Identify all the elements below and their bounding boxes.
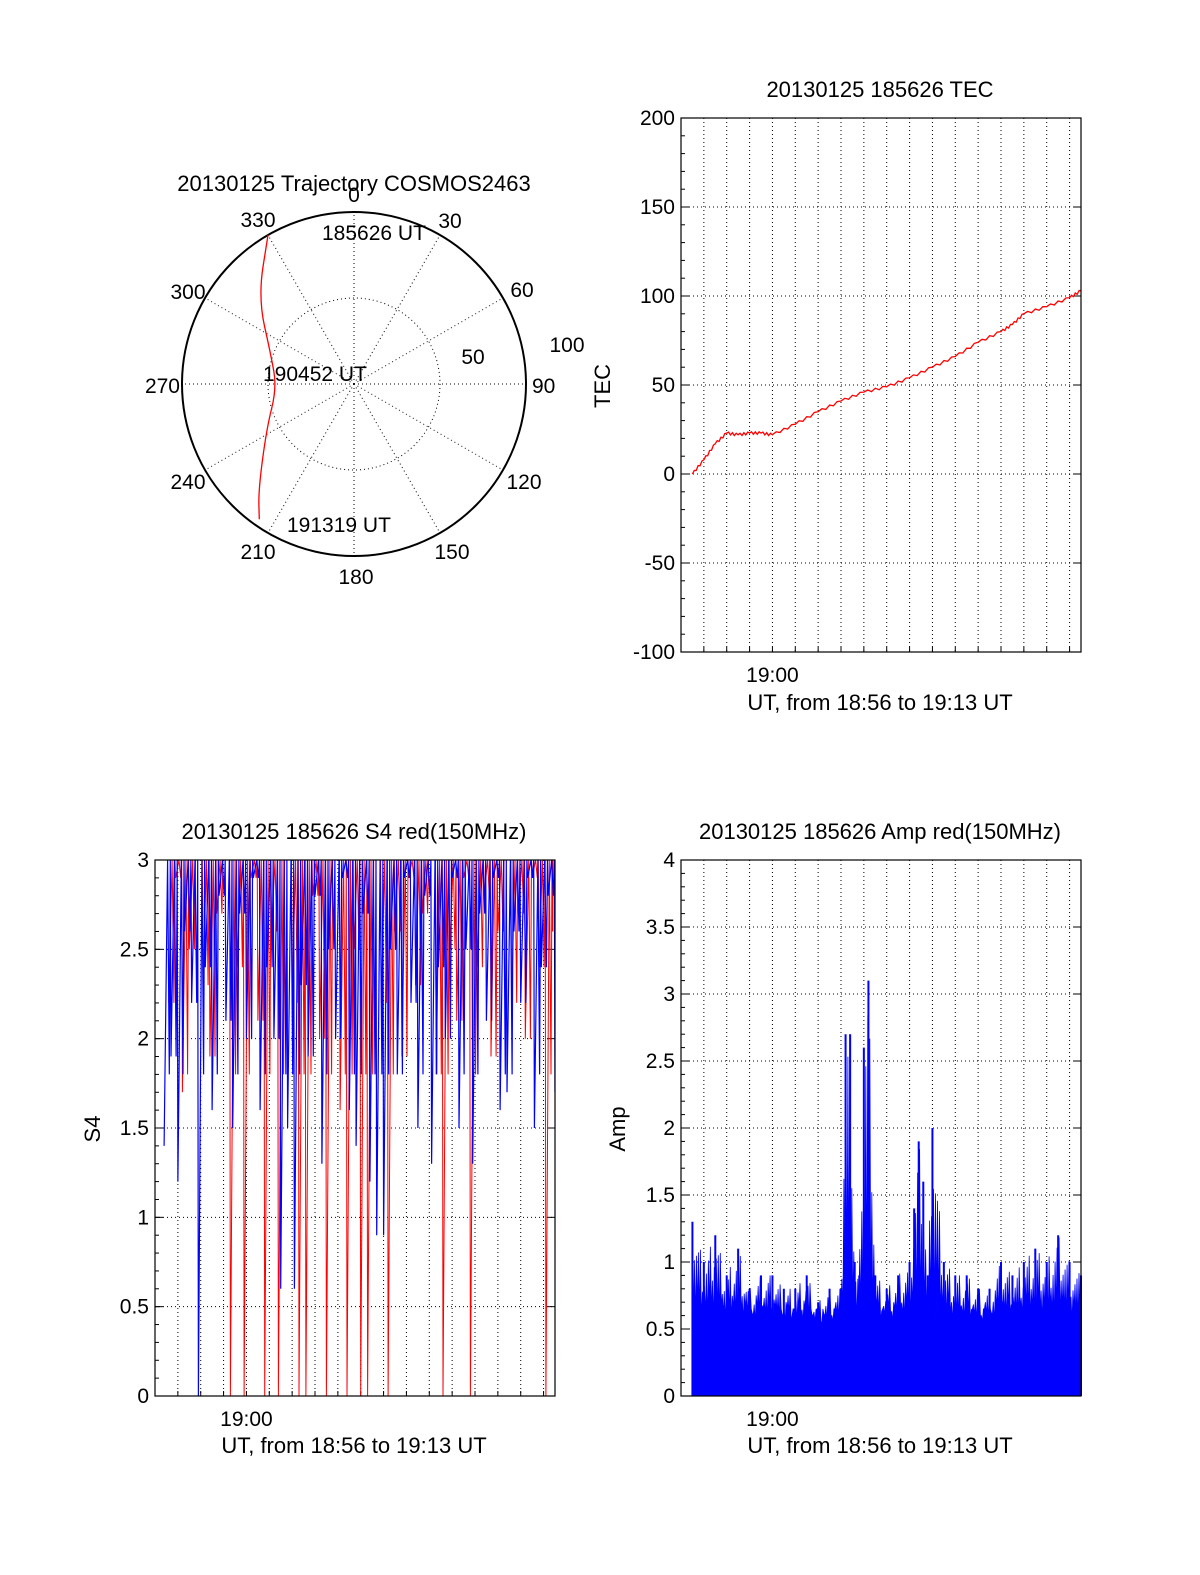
s4-ytick-label: 0.5 bbox=[120, 1296, 149, 1319]
polar-angle-label: 270 bbox=[145, 375, 180, 398]
amp-ylabel: Amp bbox=[605, 1106, 630, 1151]
amp-xtick-label: 19:00 bbox=[746, 1408, 799, 1431]
polar-spoke bbox=[353, 383, 441, 534]
polar-spoke bbox=[353, 383, 504, 471]
polar-spoke bbox=[204, 297, 355, 385]
s4-ytick-label: 2.5 bbox=[120, 938, 149, 961]
s4-plot-area bbox=[163, 860, 555, 1396]
polar-ring-50 bbox=[267, 297, 441, 471]
s4-ytick-label: 1.5 bbox=[120, 1117, 149, 1140]
s4-ytick-label: 2 bbox=[137, 1028, 149, 1051]
s4-xtick-label: 19:00 bbox=[220, 1408, 273, 1431]
amp-xlabel: UT, from 18:56 to 19:13 UT bbox=[747, 1433, 1012, 1458]
s4-title: 20130125 185626 S4 red(150MHz) bbox=[182, 819, 527, 844]
polar-radial-label: 50 bbox=[461, 346, 484, 369]
tec-xtick-label: 19:00 bbox=[746, 664, 799, 687]
polar-angle-label: 120 bbox=[506, 471, 541, 494]
polar-angle-label: 180 bbox=[338, 566, 373, 589]
polar-angle-label: 210 bbox=[240, 541, 275, 564]
tec-xlabel: UT, from 18:56 to 19:13 UT bbox=[747, 690, 1012, 715]
trajectory-start-label: 185626 UT bbox=[322, 222, 426, 245]
amp-ytick-label: 3.5 bbox=[646, 916, 675, 939]
s4-ytick-label: 1 bbox=[137, 1206, 149, 1229]
amp-ytick-label: 1 bbox=[663, 1251, 675, 1274]
tec-title: 20130125 185626 TEC bbox=[766, 77, 993, 102]
polar-angle-label: 330 bbox=[240, 209, 275, 232]
tec-ytick-label: 100 bbox=[640, 285, 675, 308]
polar-outer-ring bbox=[181, 211, 527, 557]
tec-panel: 20130125 185626 TEC TEC UT, from 18:56 t… bbox=[590, 77, 1082, 715]
s4-xlabel: UT, from 18:56 to 19:13 UT bbox=[221, 1433, 486, 1458]
trajectory-end-label: 191319 UT bbox=[287, 514, 391, 537]
tec-ytick-label: -50 bbox=[645, 552, 675, 575]
tec-ytick-label: 50 bbox=[652, 374, 675, 397]
polar-angle-label: 90 bbox=[532, 375, 555, 398]
s4-ylabel: S4 bbox=[80, 1116, 105, 1143]
amp-title: 20130125 185626 Amp red(150MHz) bbox=[699, 819, 1061, 844]
tec-ytick-label: 0 bbox=[663, 463, 675, 486]
amp-panel: 20130125 185626 Amp red(150MHz) Amp UT, … bbox=[605, 819, 1082, 1458]
polar-title: 20130125 Trajectory COSMOS2463 bbox=[177, 171, 530, 196]
polar-trajectory-panel: 20130125 Trajectory COSMOS2463 0 30 60 90 12… bbox=[145, 171, 585, 589]
polar-angle-label: 300 bbox=[170, 281, 205, 304]
amp-ytick-label: 0 bbox=[663, 1385, 675, 1408]
amp-ytick-label: 1.5 bbox=[646, 1184, 675, 1207]
amp-ytick-label: 0.5 bbox=[646, 1318, 675, 1341]
tec-ylabel: TEC bbox=[590, 364, 615, 408]
tec-series-line bbox=[691, 289, 1082, 475]
polar-spoke bbox=[267, 234, 355, 385]
tec-frame bbox=[680, 117, 1082, 653]
polar-spoke bbox=[267, 383, 355, 534]
polar-spoke bbox=[353, 234, 441, 385]
tec-ytick-label: 200 bbox=[640, 107, 675, 130]
s4-panel: 20130125 185626 S4 red(150MHz) S4 UT, fr… bbox=[80, 819, 556, 1458]
polar-spoke bbox=[204, 383, 355, 471]
tec-ytick-label: 150 bbox=[640, 196, 675, 219]
polar-angle-label: 150 bbox=[434, 541, 469, 564]
amp-ytick-label: 2 bbox=[663, 1117, 675, 1140]
amp-ytick-label: 2.5 bbox=[646, 1050, 675, 1073]
tec-ytick-label: -100 bbox=[633, 641, 675, 664]
trajectory-mid-label: 190452 UT bbox=[263, 363, 367, 386]
trajectory-line bbox=[258, 234, 276, 520]
polar-angle-label: 30 bbox=[438, 210, 461, 233]
amp-ytick-label: 4 bbox=[663, 849, 675, 872]
s4-ytick-label: 0 bbox=[137, 1385, 149, 1408]
s4-frame bbox=[154, 859, 556, 1397]
polar-radial-label: 100 bbox=[549, 334, 584, 357]
s4-ytick-label: 3 bbox=[137, 849, 149, 872]
polar-angle-label: 240 bbox=[170, 471, 205, 494]
polar-spoke bbox=[353, 297, 504, 385]
polar-angle-label: 0 bbox=[348, 184, 360, 207]
s4-blue-series bbox=[163, 860, 555, 1396]
polar-angle-label: 60 bbox=[510, 279, 533, 302]
amp-frame bbox=[680, 859, 1082, 1397]
s4-red-series bbox=[168, 860, 554, 1396]
amp-ytick-label: 3 bbox=[663, 983, 675, 1006]
